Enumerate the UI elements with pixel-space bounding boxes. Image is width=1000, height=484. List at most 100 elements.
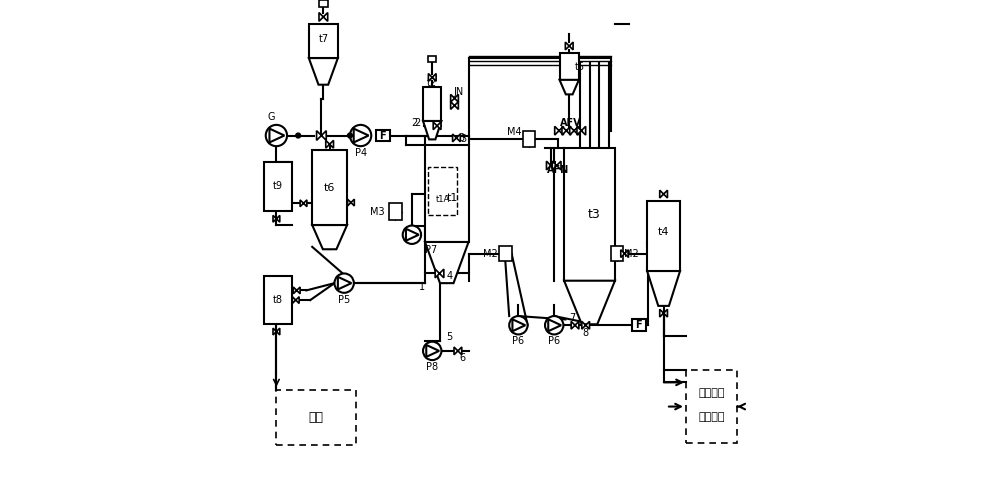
Text: P5: P5	[338, 295, 350, 305]
Polygon shape	[338, 277, 351, 289]
Polygon shape	[293, 287, 300, 294]
Bar	[523, 131, 535, 147]
Text: t9: t9	[273, 182, 283, 191]
Polygon shape	[319, 13, 328, 21]
Polygon shape	[512, 319, 525, 331]
Text: G: G	[268, 112, 275, 122]
Polygon shape	[454, 347, 462, 355]
Text: F: F	[380, 131, 386, 140]
Polygon shape	[548, 319, 561, 331]
Polygon shape	[269, 129, 284, 142]
Text: P4: P4	[355, 148, 367, 158]
Polygon shape	[555, 126, 563, 135]
Text: 6: 6	[460, 353, 466, 363]
Polygon shape	[300, 200, 307, 207]
Polygon shape	[552, 161, 561, 170]
Text: M3: M3	[370, 207, 385, 216]
Text: 5: 5	[446, 333, 452, 342]
Bar	[611, 246, 623, 261]
Bar	[425, 145, 469, 242]
Text: AFV: AFV	[560, 119, 582, 128]
Polygon shape	[451, 102, 458, 109]
Polygon shape	[621, 250, 629, 257]
Bar	[647, 201, 680, 271]
Polygon shape	[546, 161, 555, 170]
Text: t7: t7	[318, 34, 328, 45]
Bar	[423, 87, 441, 121]
Circle shape	[403, 226, 421, 244]
Polygon shape	[562, 126, 571, 135]
Circle shape	[545, 316, 563, 334]
Bar	[389, 203, 402, 220]
Bar	[264, 276, 292, 324]
Polygon shape	[425, 242, 469, 283]
Text: P6: P6	[548, 336, 560, 346]
Text: P7: P7	[425, 245, 437, 255]
Text: M2: M2	[483, 249, 498, 258]
Polygon shape	[426, 345, 439, 357]
Text: M4: M4	[507, 127, 522, 137]
Polygon shape	[433, 122, 441, 130]
Bar	[632, 319, 646, 331]
Text: 混合模块: 混合模块	[698, 412, 725, 423]
Text: t3: t3	[588, 208, 601, 221]
Text: 2: 2	[411, 119, 418, 128]
Text: 7: 7	[569, 313, 576, 323]
Text: t6: t6	[324, 182, 335, 193]
Text: t8: t8	[273, 295, 283, 305]
Text: 3: 3	[460, 134, 466, 144]
Text: F: F	[636, 320, 642, 330]
Polygon shape	[571, 321, 579, 329]
Polygon shape	[309, 58, 338, 85]
Polygon shape	[582, 321, 590, 329]
Text: P6: P6	[512, 336, 524, 346]
Polygon shape	[435, 269, 444, 278]
Text: 1: 1	[419, 282, 425, 291]
Polygon shape	[660, 309, 667, 317]
Text: t1A: t1A	[436, 196, 450, 204]
Polygon shape	[292, 297, 299, 303]
Polygon shape	[406, 229, 419, 241]
Polygon shape	[348, 199, 354, 206]
Polygon shape	[273, 215, 280, 222]
Bar	[564, 148, 615, 281]
Circle shape	[423, 342, 441, 360]
Text: 3: 3	[458, 133, 464, 143]
Bar	[276, 390, 356, 445]
Text: 水源: 水源	[309, 411, 324, 424]
Bar	[560, 53, 579, 80]
Polygon shape	[564, 281, 615, 324]
Polygon shape	[565, 42, 573, 50]
Text: AFN: AFN	[547, 166, 570, 175]
Circle shape	[350, 125, 371, 146]
Bar	[319, 0, 328, 7]
Text: t5: t5	[575, 61, 585, 72]
Text: 8: 8	[583, 328, 589, 337]
Text: P8: P8	[426, 362, 438, 372]
Bar	[428, 167, 457, 215]
Circle shape	[509, 316, 528, 334]
Polygon shape	[423, 121, 441, 139]
Polygon shape	[273, 328, 280, 335]
Polygon shape	[453, 134, 460, 142]
Polygon shape	[660, 190, 667, 198]
Circle shape	[296, 133, 301, 138]
Text: JN: JN	[453, 87, 463, 97]
Text: t2: t2	[427, 78, 437, 88]
Bar	[309, 24, 338, 58]
Bar	[312, 150, 347, 225]
Bar	[499, 246, 512, 261]
Polygon shape	[560, 80, 579, 94]
Text: 4: 4	[446, 271, 452, 281]
Polygon shape	[317, 131, 326, 140]
Text: 乳化燃料: 乳化燃料	[698, 389, 725, 398]
Polygon shape	[570, 126, 578, 135]
Text: M2: M2	[624, 249, 639, 258]
Text: t1: t1	[447, 194, 458, 203]
Circle shape	[334, 273, 354, 293]
Circle shape	[266, 125, 287, 146]
Polygon shape	[451, 94, 458, 102]
Circle shape	[348, 133, 352, 138]
Polygon shape	[647, 271, 680, 306]
Polygon shape	[354, 129, 369, 142]
